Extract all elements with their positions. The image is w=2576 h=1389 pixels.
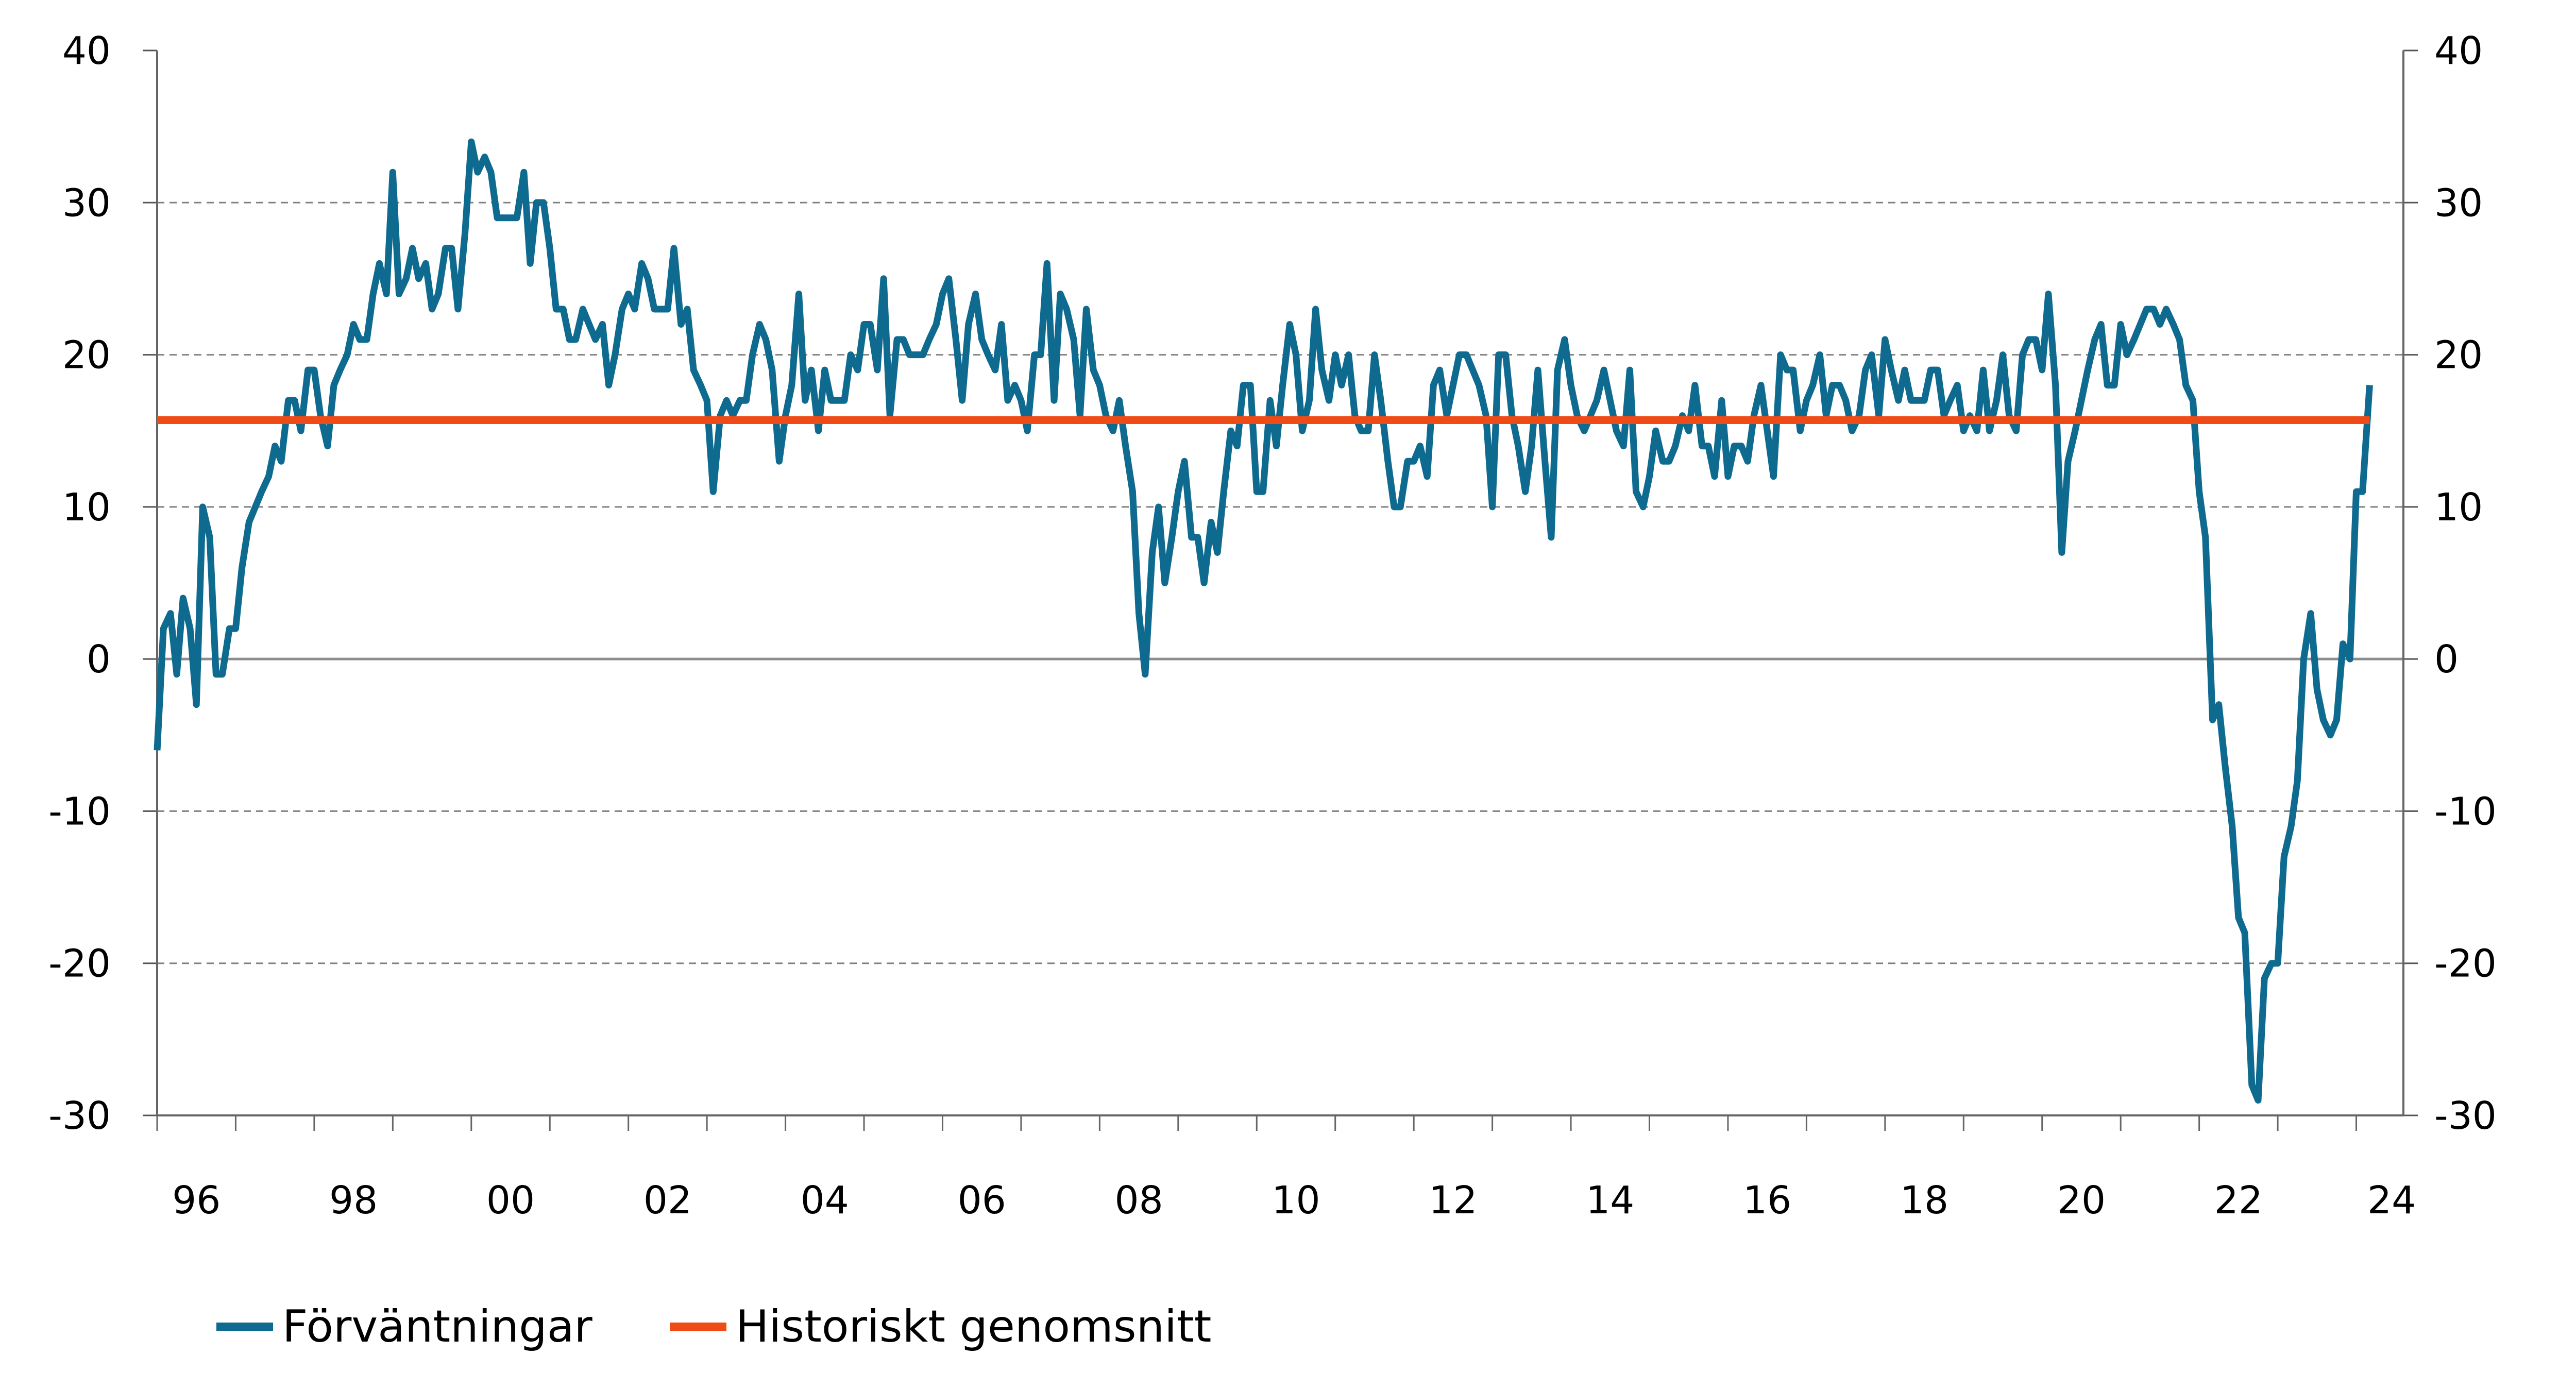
x-tick-06: 06 bbox=[958, 1178, 1006, 1223]
y-tick-left--30: -30 bbox=[48, 1094, 111, 1138]
x-tick-20: 20 bbox=[2057, 1178, 2106, 1223]
y-tick-left-30: 30 bbox=[62, 181, 111, 225]
x-tick-16: 16 bbox=[1743, 1178, 1791, 1223]
legend-swatch-expectations bbox=[216, 1323, 273, 1331]
x-tick-04: 04 bbox=[801, 1178, 849, 1223]
x-tick-22: 22 bbox=[2214, 1178, 2263, 1223]
axes bbox=[143, 49, 2418, 1131]
legend-item-historical-average: Historiskt genomsnitt bbox=[669, 1301, 1212, 1352]
x-tick-14: 14 bbox=[1586, 1178, 1634, 1223]
y-tick-left-40: 40 bbox=[62, 29, 111, 73]
x-tick-12: 12 bbox=[1429, 1178, 1477, 1223]
y-tick-right-20: 20 bbox=[2434, 333, 2483, 378]
y-tick-left-0: 0 bbox=[87, 637, 111, 682]
x-tick-98: 98 bbox=[329, 1178, 378, 1223]
y-tick-right--30: -30 bbox=[2434, 1094, 2497, 1138]
y-tick-left--10: -10 bbox=[48, 789, 111, 834]
y-tick-left--20: -20 bbox=[48, 942, 111, 986]
y-tick-right-40: 40 bbox=[2434, 29, 2483, 73]
legend-label-historical-average: Historiskt genomsnitt bbox=[735, 1301, 1212, 1352]
y-tick-right--20: -20 bbox=[2434, 942, 2497, 986]
legend-item-expectations: Förväntningar bbox=[216, 1301, 592, 1352]
series-lines bbox=[154, 138, 2373, 1104]
x-tick-18: 18 bbox=[1900, 1178, 1948, 1223]
y-tick-right-10: 10 bbox=[2434, 485, 2483, 530]
y-tick-right--10: -10 bbox=[2434, 789, 2497, 834]
x-tick-10: 10 bbox=[1272, 1178, 1320, 1223]
y-tick-left-10: 10 bbox=[62, 485, 111, 530]
y-tick-right-0: 0 bbox=[2434, 637, 2459, 682]
x-tick-08: 08 bbox=[1115, 1178, 1163, 1223]
gridlines bbox=[157, 201, 2403, 964]
legend-swatch-historical-average bbox=[669, 1323, 726, 1331]
legend: Förväntningar Historiskt genomsnitt bbox=[216, 1298, 1211, 1355]
y-tick-right-30: 30 bbox=[2434, 181, 2483, 225]
series-line-expectations bbox=[154, 138, 2373, 1104]
legend-label-expectations: Förväntningar bbox=[282, 1301, 592, 1352]
x-tick-00: 00 bbox=[486, 1178, 535, 1223]
y-tick-left-20: 20 bbox=[62, 333, 111, 378]
x-tick-24: 24 bbox=[2367, 1178, 2416, 1223]
x-tick-02: 02 bbox=[643, 1178, 692, 1223]
x-tick-96: 96 bbox=[172, 1178, 221, 1223]
